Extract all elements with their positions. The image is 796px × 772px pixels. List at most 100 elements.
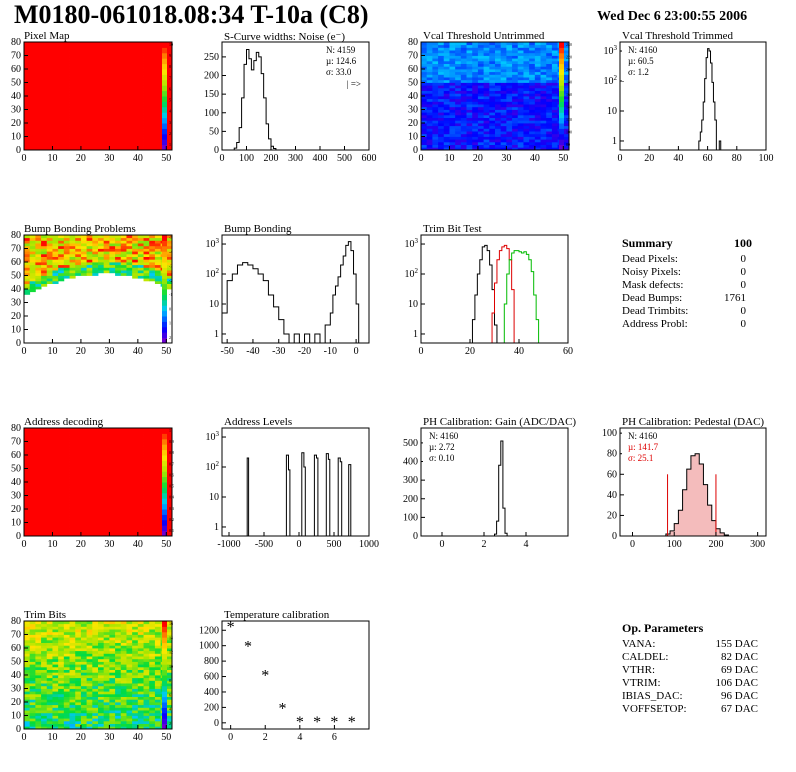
heatmap-cell: [483, 69, 490, 73]
heatmap-cell: [489, 136, 496, 140]
heatmap-cell: [517, 139, 524, 143]
heatmap-cell: [109, 514, 116, 518]
heatmap-cell: [546, 60, 553, 64]
heatmap-cell: [126, 637, 133, 641]
heatmap-cell: [432, 109, 439, 113]
heatmap-cell: [103, 444, 110, 448]
heatmap-cell: [29, 503, 36, 507]
heatmap-cell: [132, 645, 139, 649]
heatmap-cell: [24, 514, 31, 518]
heatmap-cell: [75, 147, 82, 151]
heatmap-cell: [432, 69, 439, 73]
heatmap-cell: [75, 428, 82, 432]
stats-box: [320, 43, 366, 81]
heatmap-cell: [86, 123, 93, 127]
heatmap-cell: [92, 131, 99, 135]
heatmap-cell: [143, 52, 150, 56]
heatmap-cell: [546, 123, 553, 127]
heatmap-cell: [58, 237, 65, 241]
heatmap-cell: [132, 120, 139, 124]
heatmap-cell: [120, 131, 127, 135]
heatmap-cell: [120, 634, 127, 638]
heatmap-cell: [506, 52, 513, 56]
heatmap-cell: [86, 511, 93, 515]
heatmap-cell: [63, 696, 70, 700]
heatmap-cell: [443, 71, 450, 75]
heatmap-cell: [120, 85, 127, 89]
heatmap-cell: [92, 104, 99, 108]
heatmap-cell: [489, 58, 496, 62]
heatmap-cell: [132, 444, 139, 448]
heatmap-cell: [426, 42, 433, 46]
heatmap-cell: [120, 270, 127, 274]
heatmap-cell: [120, 452, 127, 456]
heatmap-cell: [58, 52, 65, 56]
heatmap-cell: [523, 123, 530, 127]
heatmap-cell: [24, 490, 31, 494]
heatmap-cell: [115, 621, 122, 625]
heatmap-cell: [506, 50, 513, 54]
heatmap-cell: [46, 133, 53, 137]
heatmap-cell: [46, 267, 53, 271]
heatmap-cell: [132, 639, 139, 643]
heatmap-cell: [69, 430, 76, 434]
heatmap-cell: [472, 98, 479, 102]
heatmap-cell: [63, 104, 70, 108]
heatmap-cell: [41, 264, 48, 268]
heatmap-cell: [137, 484, 144, 488]
heatmap-cell: [120, 460, 127, 464]
heatmap-cell: [421, 60, 428, 64]
heatmap-cell: [109, 691, 116, 695]
heatmap-cell: [35, 101, 42, 105]
heatmap-cell: [449, 71, 456, 75]
heatmap-cell: [143, 66, 150, 70]
heatmap-cell: [126, 114, 133, 118]
heatmap-cell: [24, 444, 31, 448]
heatmap-cell: [460, 123, 467, 127]
heatmap-cell: [137, 42, 144, 46]
heatmap-cell: [489, 82, 496, 86]
heatmap-cell: [149, 666, 156, 670]
heatmap-cell: [551, 58, 559, 62]
heatmap-cell: [86, 465, 93, 469]
heatmap-cell: [75, 506, 82, 510]
heatmap-cell: [109, 42, 116, 46]
heatmap-cell: [120, 465, 127, 469]
heatmap-cell: [46, 457, 53, 461]
heatmap-cell: [103, 128, 110, 132]
heatmap-cell: [143, 136, 150, 140]
heatmap-cell: [46, 498, 53, 502]
heatmap-cell: [75, 436, 82, 440]
heatmap-cell: [86, 93, 93, 97]
heatmap-cell: [154, 245, 162, 249]
heatmap-cell: [24, 621, 31, 625]
heatmap-cell: [132, 707, 139, 711]
heatmap-cell: [137, 125, 144, 129]
heatmap-cell: [46, 144, 53, 148]
heatmap-cell: [149, 446, 156, 450]
heatmap-cell: [132, 495, 139, 499]
x-tick-label: 20: [644, 153, 654, 164]
heatmap-cell: [109, 495, 116, 499]
heatmap-cell: [477, 60, 485, 64]
heatmap-cell: [426, 52, 433, 56]
heatmap-cell: [98, 237, 105, 241]
heatmap-cell: [540, 147, 547, 151]
heatmap-cell: [109, 136, 116, 140]
heatmap-cell: [443, 69, 450, 73]
heatmap-cell: [154, 498, 162, 502]
heatmap-cell: [92, 42, 99, 46]
heatmap-cell: [460, 147, 467, 151]
heatmap-cell: [449, 106, 456, 110]
heatmap-cell: [132, 637, 139, 641]
heatmap-cell: [120, 525, 127, 529]
heatmap-cell: [46, 463, 53, 467]
heatmap-cell: [534, 139, 541, 143]
heatmap-cell: [29, 626, 36, 630]
heatmap-cell: [103, 112, 110, 116]
heatmap-cell: [24, 133, 31, 137]
heatmap-cell: [166, 484, 173, 488]
heatmap-cell: [63, 133, 70, 137]
heatmap-cell: [166, 141, 173, 145]
heatmap-cell: [92, 253, 99, 257]
